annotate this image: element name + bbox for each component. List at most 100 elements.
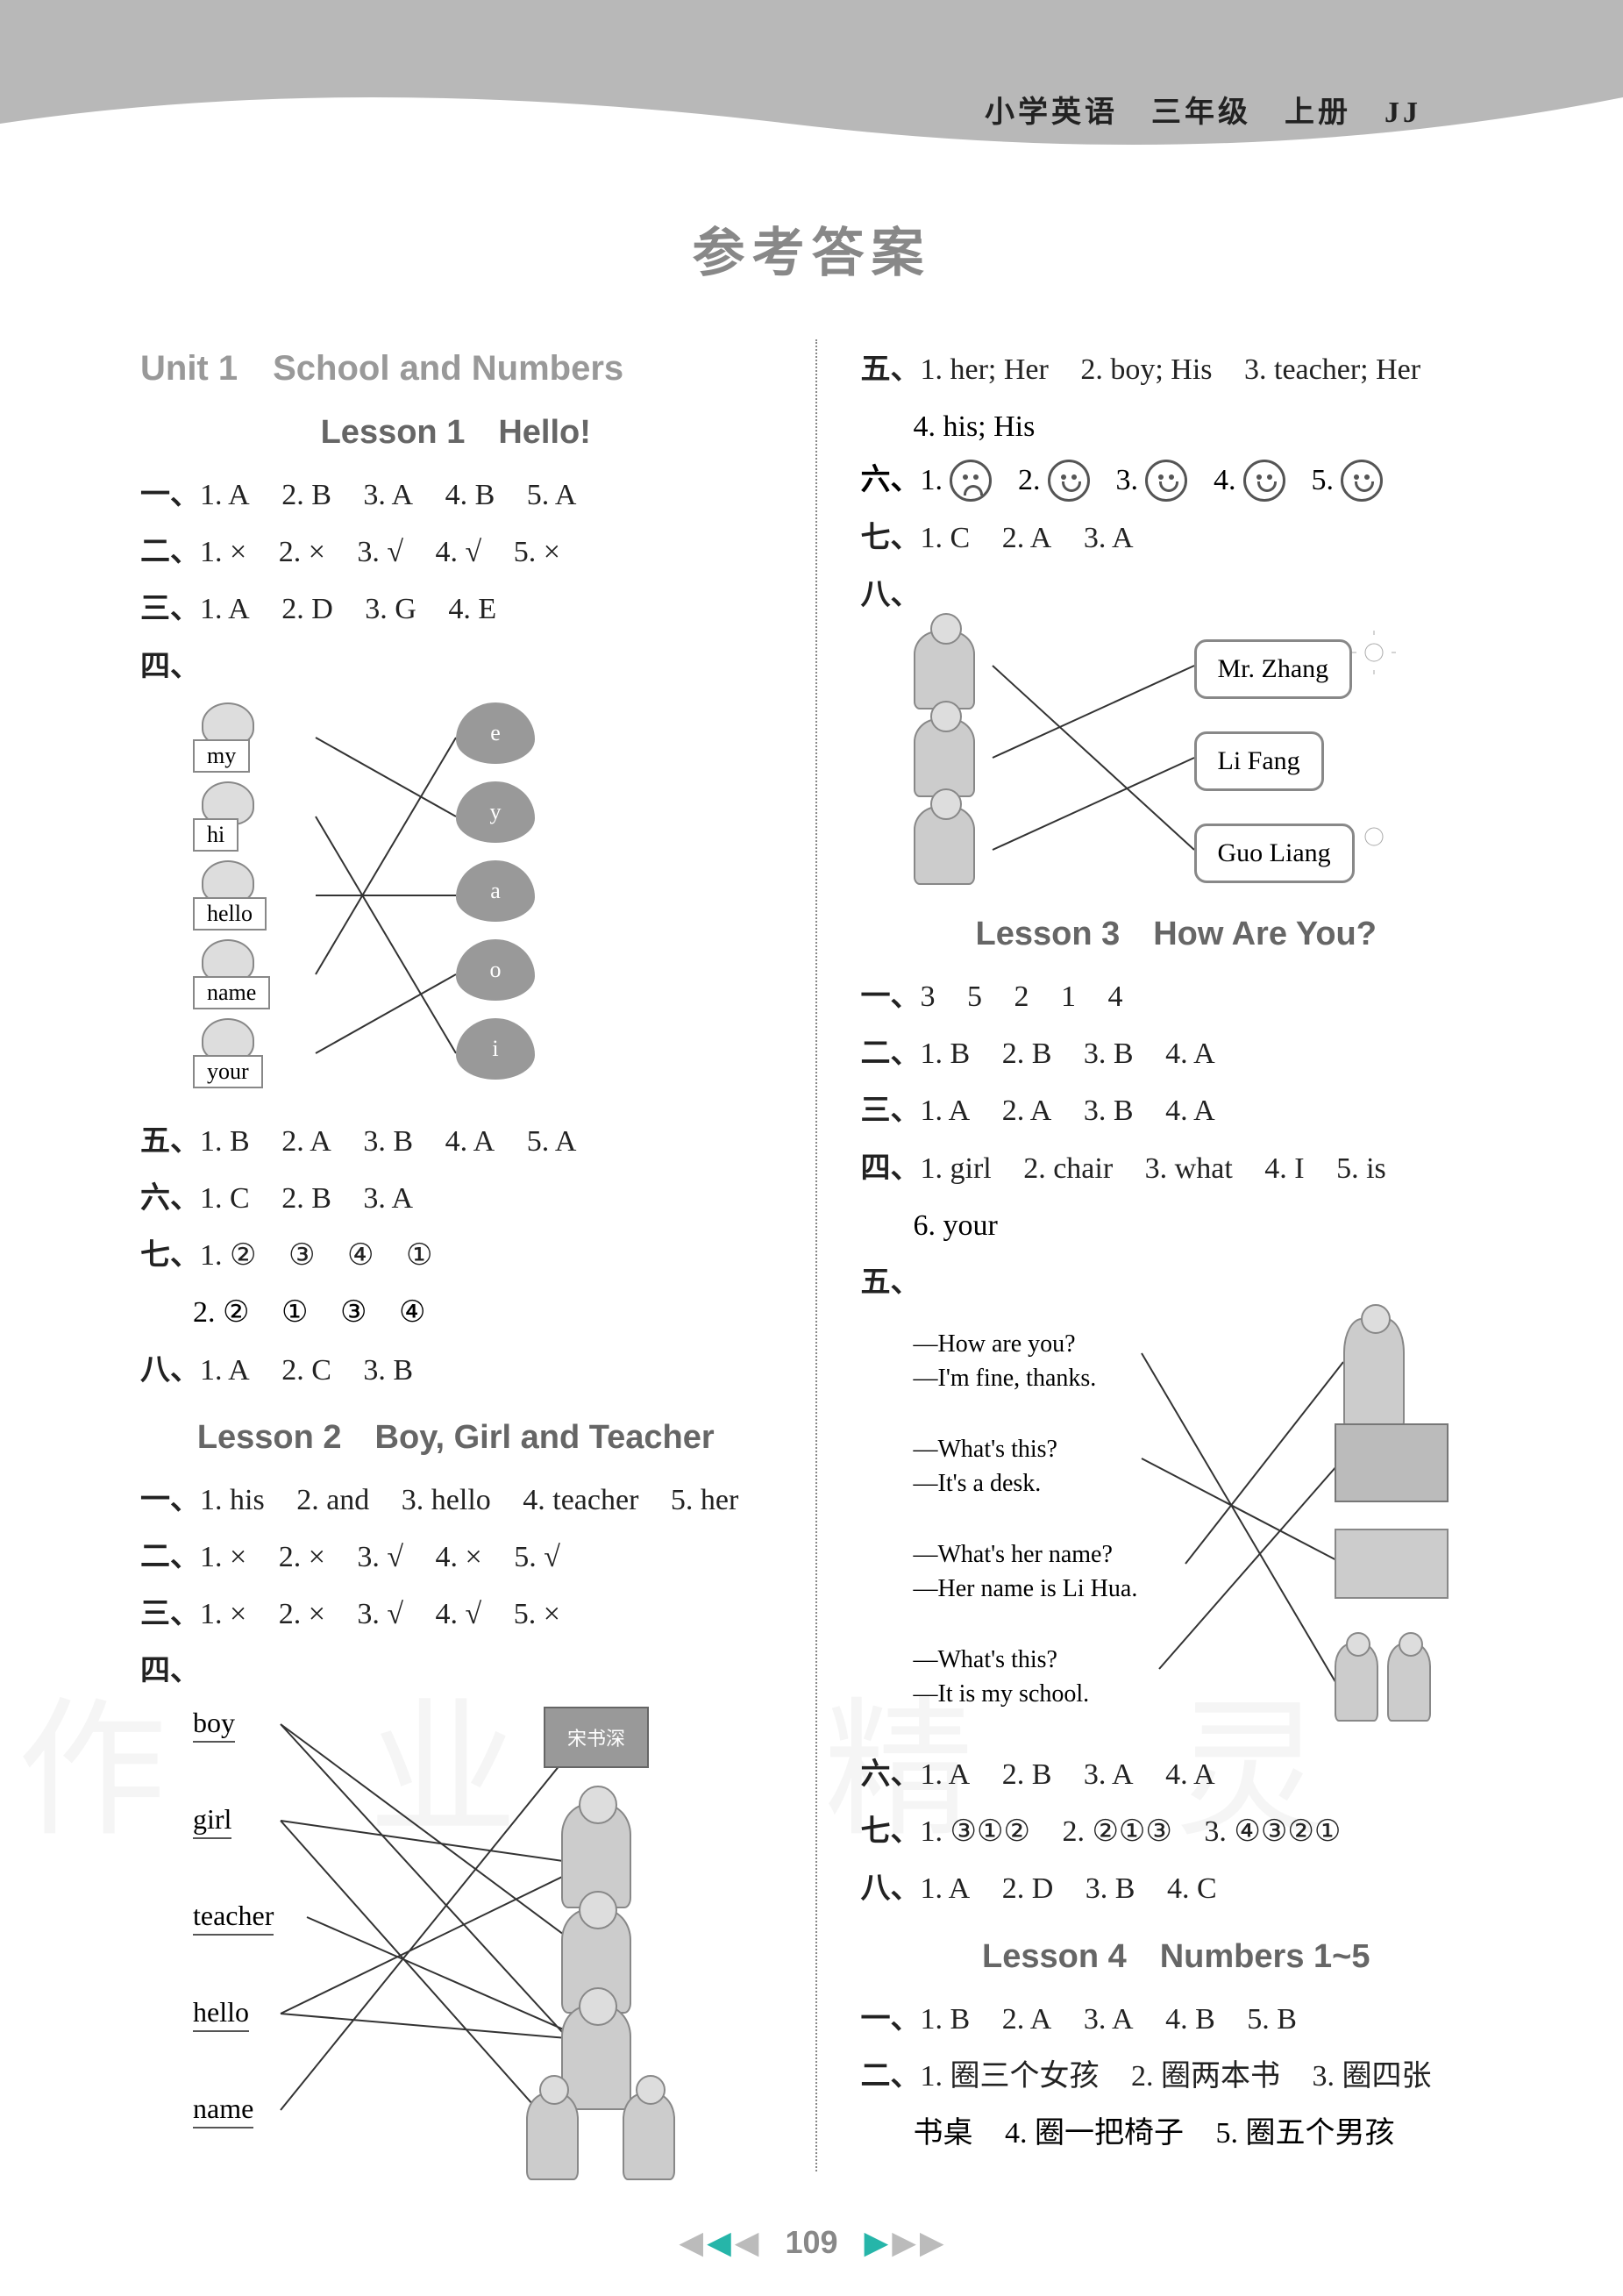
fish-icon: e — [456, 702, 535, 764]
answer-item: 3. √ — [357, 1598, 403, 1630]
answer-item: 4. A — [1165, 1095, 1215, 1127]
answer-items: 1. × 2. × 3. √ 4. × 5. √ — [200, 1530, 772, 1584]
unit-title: Unit 1 School and Numbers — [140, 339, 772, 390]
answer-item: ③ — [340, 1296, 367, 1329]
item-number: 4. — [1214, 453, 1236, 507]
answer-item: 2. A — [281, 1125, 331, 1158]
answer-row: 三、 1. A 2. A 3. B 4. A — [861, 1084, 1492, 1137]
answer-item: 4. A — [1165, 1037, 1215, 1070]
answer-item: 2. chair — [1023, 1152, 1113, 1185]
question-number: 八、 — [861, 568, 921, 622]
match-left-col: my hi hello name your — [193, 702, 316, 1088]
answer-items: 1. A 2. B 3. A 4. A — [921, 1748, 1492, 1801]
answer-row: 二、 1. × 2. × 3. √ 4. √ 5. × — [140, 525, 772, 579]
answer-item: 3. B — [1084, 1095, 1134, 1127]
answer-item: ① — [406, 1239, 432, 1272]
answer-item: 2. A — [1002, 1095, 1052, 1127]
answer-item: 4. √ — [436, 536, 482, 568]
right-column: 五、 1. her; Her 2. boy; His 3. teacher; H… — [861, 339, 1492, 2171]
answer-item: 2. and — [296, 1484, 369, 1516]
answer-items: 1. his 2. and 3. hello 4. teacher 5. her — [200, 1473, 772, 1527]
answer-items: 1. A 2. C 3. B — [200, 1344, 772, 1397]
match-diagram: How are you? I'm fine, thanks. What's th… — [914, 1318, 1492, 1739]
question-number: 五、 — [861, 343, 921, 396]
left-column: Unit 1 School and Numbers Lesson 1 Hello… — [140, 339, 772, 2171]
answer-item: 1. × — [200, 536, 246, 568]
word-label: hi — [193, 818, 238, 852]
answer-item: 3. B — [363, 1354, 413, 1387]
answer-row: 六、 1. 2. 3. 4. 5. — [861, 453, 1492, 507]
answer-row: 三、 1. A 2. D 3. G 4. E — [140, 582, 772, 636]
answer-item: 2. B — [281, 1182, 331, 1215]
answer-row: 三、 1. × 2. × 3. √ 4. √ 5. × — [140, 1587, 772, 1641]
question-number: 一、 — [140, 468, 200, 522]
answer-item: 2. D — [281, 593, 333, 625]
content-columns: Unit 1 School and Numbers Lesson 1 Hello… — [0, 287, 1623, 2207]
answer-row: 四、 — [140, 640, 772, 694]
answer-item: 1. ③①② — [921, 1815, 1030, 1848]
answer-item: 4. E — [448, 593, 496, 625]
answer-item: 2. × — [279, 1541, 325, 1573]
answer-item: 1 — [1061, 980, 1076, 1013]
dialog-line: How are you? — [914, 1327, 1097, 1361]
answer-row: 二、 1. 圈三个女孩 2. 圈两本书 3. 圈四张 — [861, 2050, 1492, 2103]
answer-row: 六、 1. A 2. B 3. A 4. A — [861, 1748, 1492, 1801]
answer-continuation: 6. your — [861, 1199, 1492, 1252]
happy-face-icon — [1341, 460, 1383, 502]
triangle-right-icon: ▶ — [892, 2224, 916, 2260]
sign-label: 宋书深 — [544, 1707, 649, 1768]
lesson-title: Lesson 2 Boy, Girl and Teacher — [140, 1409, 772, 1458]
word-label: my — [193, 739, 250, 773]
letter-label: o — [490, 957, 502, 983]
page-title: 参考答案 — [0, 210, 1623, 287]
answer-row: 五、 — [861, 1256, 1492, 1309]
answer-item: 3. B — [1086, 1872, 1135, 1905]
answer-row: 四、 — [140, 1644, 772, 1698]
answer-item: 1. ② — [200, 1239, 256, 1272]
answer-item: 3. √ — [357, 536, 403, 568]
answer-item: ④ — [347, 1239, 374, 1272]
answer-item: 4. I — [1264, 1152, 1304, 1185]
answer-items: 1. ② ③ ④ ① — [200, 1229, 772, 1282]
answer-item: 书桌 — [914, 2117, 973, 2150]
dialog-text: What's her name? Her name is Li Hua. — [914, 1537, 1138, 1606]
answer-item: 5. × — [514, 1598, 560, 1630]
answer-row: 一、 3 5 2 1 4 — [861, 970, 1492, 1023]
letter-label: e — [490, 720, 501, 746]
desk-icon — [1335, 1529, 1440, 1616]
question-number: 四、 — [861, 1142, 921, 1195]
answer-item: 1. × — [200, 1598, 246, 1630]
answer-items: 1. 圈三个女孩 2. 圈两本书 3. 圈四张 — [921, 2050, 1492, 2103]
answer-item: 3 — [921, 980, 936, 1013]
dialog-line: What's this? — [914, 1643, 1090, 1677]
answer-items: 1. girl 2. chair 3. what 4. I 5. is — [921, 1142, 1492, 1195]
answer-item: 2. A — [1002, 522, 1052, 554]
answer-item: 3. √ — [357, 1541, 403, 1573]
answer-row: 五、 1. her; Her 2. boy; His 3. teacher; H… — [861, 343, 1492, 396]
question-number: 三、 — [140, 1587, 200, 1641]
triangle-left-icon: ◀ — [735, 2224, 759, 2260]
match-right-col: e y a o i — [456, 702, 535, 1080]
answer-item: 4. × — [436, 1541, 482, 1573]
name-label: Guo Liang — [1194, 824, 1355, 883]
match-diagram: Mr. Zhang Li Fang Guo Liang — [914, 631, 1492, 894]
answer-row: 六、 1. C 2. B 3. A — [140, 1172, 772, 1225]
answer-item: 4. his; His — [914, 410, 1036, 443]
answer-item: 1. × — [200, 1541, 246, 1573]
answer-item: 5. A — [527, 1125, 577, 1158]
question-number: 七、 — [861, 1805, 921, 1858]
answer-item: 1. girl — [921, 1152, 992, 1185]
smiley-item: 5. — [1312, 453, 1384, 507]
triangle-left-icon: ◀ — [679, 2224, 703, 2260]
answer-item: 1. his — [200, 1484, 265, 1516]
question-number: 三、 — [861, 1084, 921, 1137]
answer-item: 4. B — [445, 479, 495, 511]
answer-item: 2. B — [1002, 1758, 1052, 1791]
column-divider — [815, 339, 817, 2171]
answer-item: 4. B — [1165, 2003, 1215, 2036]
question-number: 四、 — [140, 640, 200, 694]
answer-item: 3. ④③②① — [1204, 1815, 1341, 1848]
name-label: Mr. Zhang — [1194, 639, 1353, 699]
answer-item: 1. B — [921, 1037, 971, 1070]
sun-icon — [1352, 631, 1396, 674]
